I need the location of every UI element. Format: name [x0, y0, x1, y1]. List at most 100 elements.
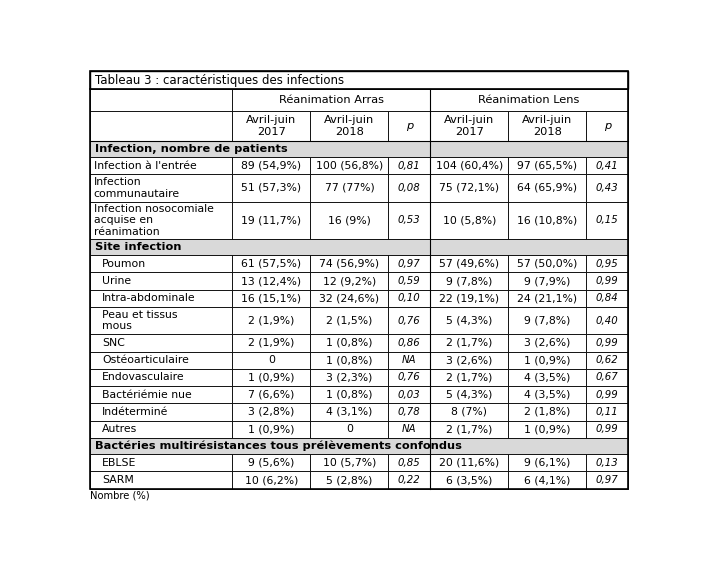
- Bar: [232, 403, 311, 421]
- Bar: [90, 272, 232, 290]
- Text: 0,41: 0,41: [596, 160, 619, 171]
- Bar: [232, 255, 311, 272]
- Text: 0,22: 0,22: [398, 475, 421, 485]
- Bar: [311, 174, 388, 201]
- Text: 0,03: 0,03: [398, 390, 421, 400]
- Bar: [311, 472, 388, 489]
- Bar: [388, 386, 430, 403]
- Bar: [90, 239, 628, 255]
- Text: 0,99: 0,99: [596, 276, 619, 286]
- Text: Infection nosocomiale
acquise en
réanimation: Infection nosocomiale acquise en réanima…: [94, 204, 214, 237]
- Bar: [90, 386, 232, 403]
- Text: 3 (2,3%): 3 (2,3%): [326, 373, 373, 382]
- Text: 22 (19,1%): 22 (19,1%): [440, 293, 499, 303]
- Text: 0,13: 0,13: [596, 458, 619, 468]
- Bar: [388, 369, 430, 386]
- Text: 89 (54,9%): 89 (54,9%): [241, 160, 301, 171]
- Bar: [508, 403, 587, 421]
- Bar: [430, 290, 508, 307]
- Bar: [587, 307, 628, 334]
- Text: 57 (49,6%): 57 (49,6%): [440, 259, 499, 269]
- Bar: [508, 369, 587, 386]
- Bar: [508, 386, 587, 403]
- Text: 3 (2,6%): 3 (2,6%): [524, 338, 571, 348]
- Bar: [388, 111, 430, 141]
- Bar: [311, 454, 388, 472]
- Text: 0,59: 0,59: [398, 276, 421, 286]
- Text: 74 (56,9%): 74 (56,9%): [320, 259, 379, 269]
- Bar: [508, 290, 587, 307]
- Text: 10 (5,8%): 10 (5,8%): [442, 215, 496, 225]
- Text: Site infection: Site infection: [95, 242, 181, 252]
- Text: 6 (4,1%): 6 (4,1%): [524, 475, 571, 485]
- Text: Endovasculaire: Endovasculaire: [102, 373, 185, 382]
- Bar: [232, 454, 311, 472]
- Bar: [587, 290, 628, 307]
- Text: 1 (0,9%): 1 (0,9%): [248, 373, 294, 382]
- Bar: [430, 334, 508, 352]
- Bar: [587, 255, 628, 272]
- Bar: [388, 157, 430, 174]
- Text: 10 (6,2%): 10 (6,2%): [245, 475, 298, 485]
- Text: 1 (0,9%): 1 (0,9%): [524, 355, 571, 365]
- Bar: [388, 174, 430, 201]
- Text: Réanimation Arras: Réanimation Arras: [279, 95, 383, 105]
- Bar: [587, 334, 628, 352]
- Bar: [430, 174, 508, 201]
- Text: 0,08: 0,08: [398, 183, 421, 193]
- Bar: [90, 141, 628, 157]
- Text: 9 (7,9%): 9 (7,9%): [524, 276, 571, 286]
- Text: 0,62: 0,62: [596, 355, 619, 365]
- Text: SARM: SARM: [102, 475, 134, 485]
- Text: 1 (0,9%): 1 (0,9%): [248, 424, 294, 434]
- Text: Infection à l'entrée: Infection à l'entrée: [94, 160, 196, 171]
- Text: 10 (5,7%): 10 (5,7%): [322, 458, 376, 468]
- Text: Infection
communautaire: Infection communautaire: [94, 177, 179, 198]
- Bar: [311, 157, 388, 174]
- Text: 0,76: 0,76: [398, 316, 421, 325]
- Text: Avril-juin
2018: Avril-juin 2018: [522, 115, 573, 137]
- Bar: [232, 307, 311, 334]
- Text: Urine: Urine: [102, 276, 131, 286]
- Bar: [388, 307, 430, 334]
- Bar: [232, 111, 311, 141]
- Text: Indéterminé: Indéterminé: [102, 407, 169, 417]
- Bar: [587, 403, 628, 421]
- Bar: [388, 201, 430, 239]
- Text: 0: 0: [346, 424, 353, 434]
- Bar: [90, 472, 232, 489]
- Text: 0,86: 0,86: [398, 338, 421, 348]
- Text: 0,97: 0,97: [596, 475, 619, 485]
- Text: 4 (3,5%): 4 (3,5%): [524, 373, 571, 382]
- Text: 1 (0,8%): 1 (0,8%): [326, 390, 373, 400]
- Bar: [90, 111, 232, 141]
- Bar: [508, 454, 587, 472]
- Text: NA: NA: [402, 424, 416, 434]
- Text: 1 (0,8%): 1 (0,8%): [326, 338, 373, 348]
- Text: 75 (72,1%): 75 (72,1%): [440, 183, 499, 193]
- Bar: [90, 71, 628, 89]
- Text: 0,85: 0,85: [398, 458, 421, 468]
- Bar: [90, 421, 232, 438]
- Text: 19 (11,7%): 19 (11,7%): [241, 215, 301, 225]
- Bar: [311, 290, 388, 307]
- Bar: [311, 403, 388, 421]
- Text: 77 (77%): 77 (77%): [325, 183, 374, 193]
- Text: Tableau 3 : caractéristiques des infections: Tableau 3 : caractéristiques des infecti…: [95, 74, 343, 87]
- Bar: [232, 272, 311, 290]
- Bar: [587, 157, 628, 174]
- Text: 5 (2,8%): 5 (2,8%): [326, 475, 373, 485]
- Bar: [90, 369, 232, 386]
- Bar: [587, 352, 628, 369]
- Text: 16 (15,1%): 16 (15,1%): [241, 293, 301, 303]
- Text: 51 (57,3%): 51 (57,3%): [241, 183, 301, 193]
- Bar: [388, 421, 430, 438]
- Bar: [232, 421, 311, 438]
- Bar: [587, 421, 628, 438]
- Bar: [311, 307, 388, 334]
- Text: 9 (5,6%): 9 (5,6%): [248, 458, 294, 468]
- Text: 7 (6,6%): 7 (6,6%): [248, 390, 294, 400]
- Text: 4 (3,5%): 4 (3,5%): [524, 390, 571, 400]
- Bar: [90, 201, 232, 239]
- Text: 57 (50,0%): 57 (50,0%): [517, 259, 578, 269]
